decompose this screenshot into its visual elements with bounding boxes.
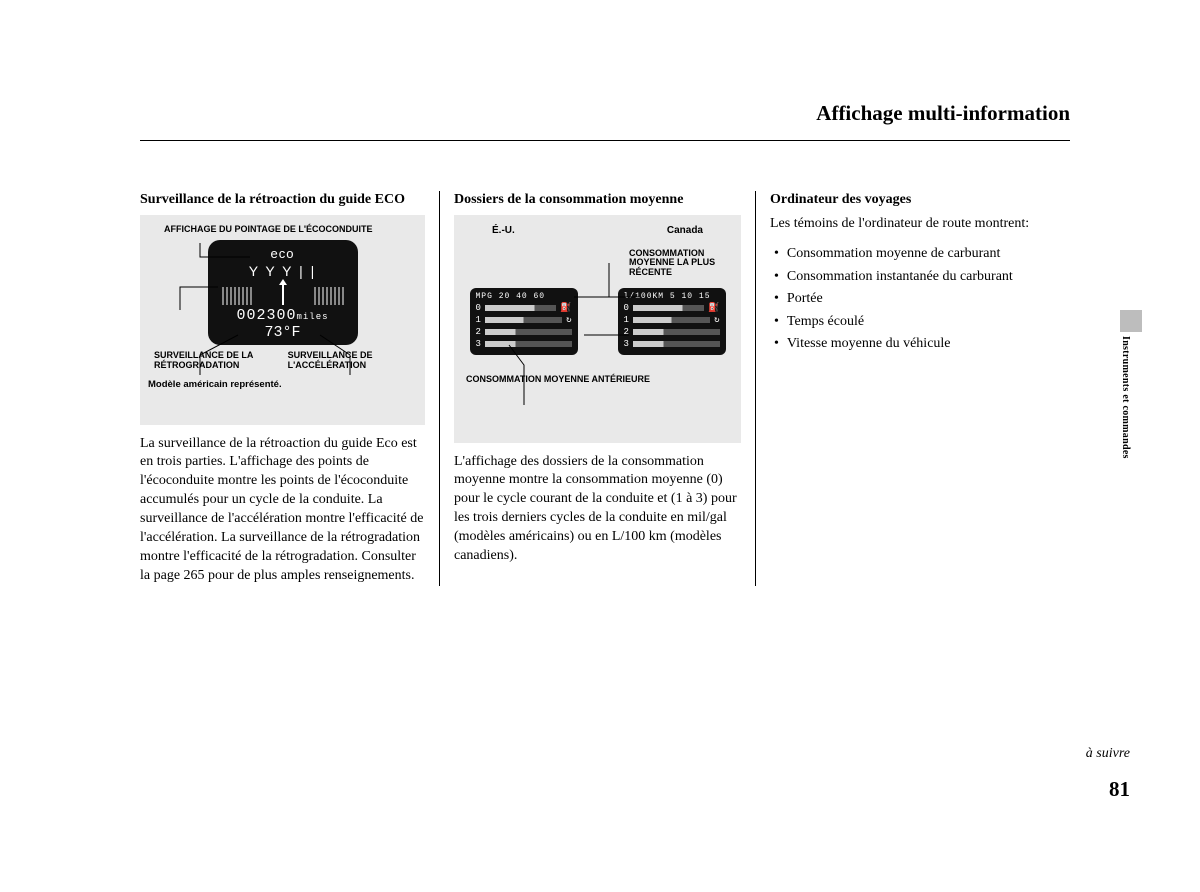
lcd-temperature: 73°F — [216, 324, 350, 341]
figure-consumption: É.-U. Canada CONSOMMATION MOYENNE LA PLU… — [454, 215, 741, 443]
page-content: Affichage multi-information Surveillance… — [140, 135, 1070, 586]
fig1-bottom-labels: SURVEILLANCE DE LA RÉTROGRADATION SURVEI… — [154, 351, 411, 371]
fig2-lcd-pair: MPG 20 40 60 0⛽ 1↻ 2 3 l/100KM 5 10 15 0… — [462, 288, 733, 355]
center-needle — [282, 285, 284, 305]
column-avg-consumption: Dossiers de la consommation moyenne É.-U… — [440, 191, 756, 586]
list-item: Consommation instantanée du carburant — [774, 266, 1066, 288]
fig1-label-accel: SURVEILLANCE DE L'ACCÉLÉRATION — [288, 351, 411, 371]
list-item: Consommation moyenne de carburant — [774, 243, 1066, 265]
lcd-ca-scale: l/100KM 5 10 15 — [624, 292, 720, 301]
lcd-eco-word: eco — [216, 246, 350, 261]
heading-trip: Ordinateur des voyages — [770, 191, 1066, 209]
decel-bar — [222, 287, 252, 305]
page-number: 81 — [1109, 777, 1130, 802]
lcd-canada: l/100KM 5 10 15 0⛽ 1↻ 2 3 — [618, 288, 726, 355]
body-eco: La surveillance de la rétroaction du gui… — [140, 435, 425, 586]
label-canada: Canada — [667, 225, 703, 236]
continue-indicator: à suivre — [1086, 746, 1130, 762]
trip-list: Consommation moyenne de carburant Consom… — [770, 243, 1066, 355]
trip-intro: Les témoins de l'ordinateur de route mon… — [770, 215, 1066, 234]
fig2-label-recent: CONSOMMATION MOYENNE LA PLUS RÉCENTE — [629, 249, 737, 279]
fig2-region-labels: É.-U. Canada — [462, 225, 733, 240]
fig1-caption: Modèle américain représenté. — [148, 379, 417, 390]
lcd-odometer: 002300miles — [216, 307, 350, 324]
column-trip-computer: Ordinateur des voyages Les témoins de l'… — [756, 191, 1066, 586]
tab-marker — [1120, 310, 1142, 332]
tab-label: Instruments et commandes — [1120, 336, 1131, 459]
lcd-us-scale: MPG 20 40 60 — [476, 292, 572, 301]
column-eco-feedback: Surveillance de la rétroaction du guide … — [140, 191, 440, 586]
list-item: Portée — [774, 288, 1066, 310]
figure-eco: AFFICHAGE DU POINTAGE DE L'ÉCOCONDUITE e… — [140, 215, 425, 425]
section-tab: Instruments et commandes — [1120, 310, 1142, 480]
lcd-eco-display: eco Y Y Y | | 002300miles 73°F — [208, 240, 358, 345]
page-title: Affichage multi-information — [140, 101, 1070, 126]
lcd-us: MPG 20 40 60 0⛽ 1↻ 2 3 — [470, 288, 578, 355]
heading-eco: Surveillance de la rétroaction du guide … — [140, 191, 425, 209]
body-consumption: L'affichage des dossiers de la consommat… — [454, 453, 741, 566]
title-rule — [140, 140, 1070, 141]
fig2-label-previous: CONSOMMATION MOYENNE ANTÉRIEURE — [466, 375, 733, 385]
list-item: Temps écoulé — [774, 311, 1066, 333]
lcd-monitor-bars — [222, 283, 344, 305]
list-item: Vitesse moyenne du véhicule — [774, 333, 1066, 355]
heading-consumption: Dossiers de la consommation moyenne — [454, 191, 741, 209]
column-layout: Surveillance de la rétroaction du guide … — [140, 191, 1070, 586]
label-us: É.-U. — [492, 225, 515, 236]
lcd-trees-icons: Y Y Y | | — [216, 263, 350, 279]
accel-bar — [314, 287, 344, 305]
fig1-label-top: AFFICHAGE DU POINTAGE DE L'ÉCOCONDUITE — [164, 225, 417, 235]
fig1-label-decel: SURVEILLANCE DE LA RÉTROGRADATION — [154, 351, 277, 371]
